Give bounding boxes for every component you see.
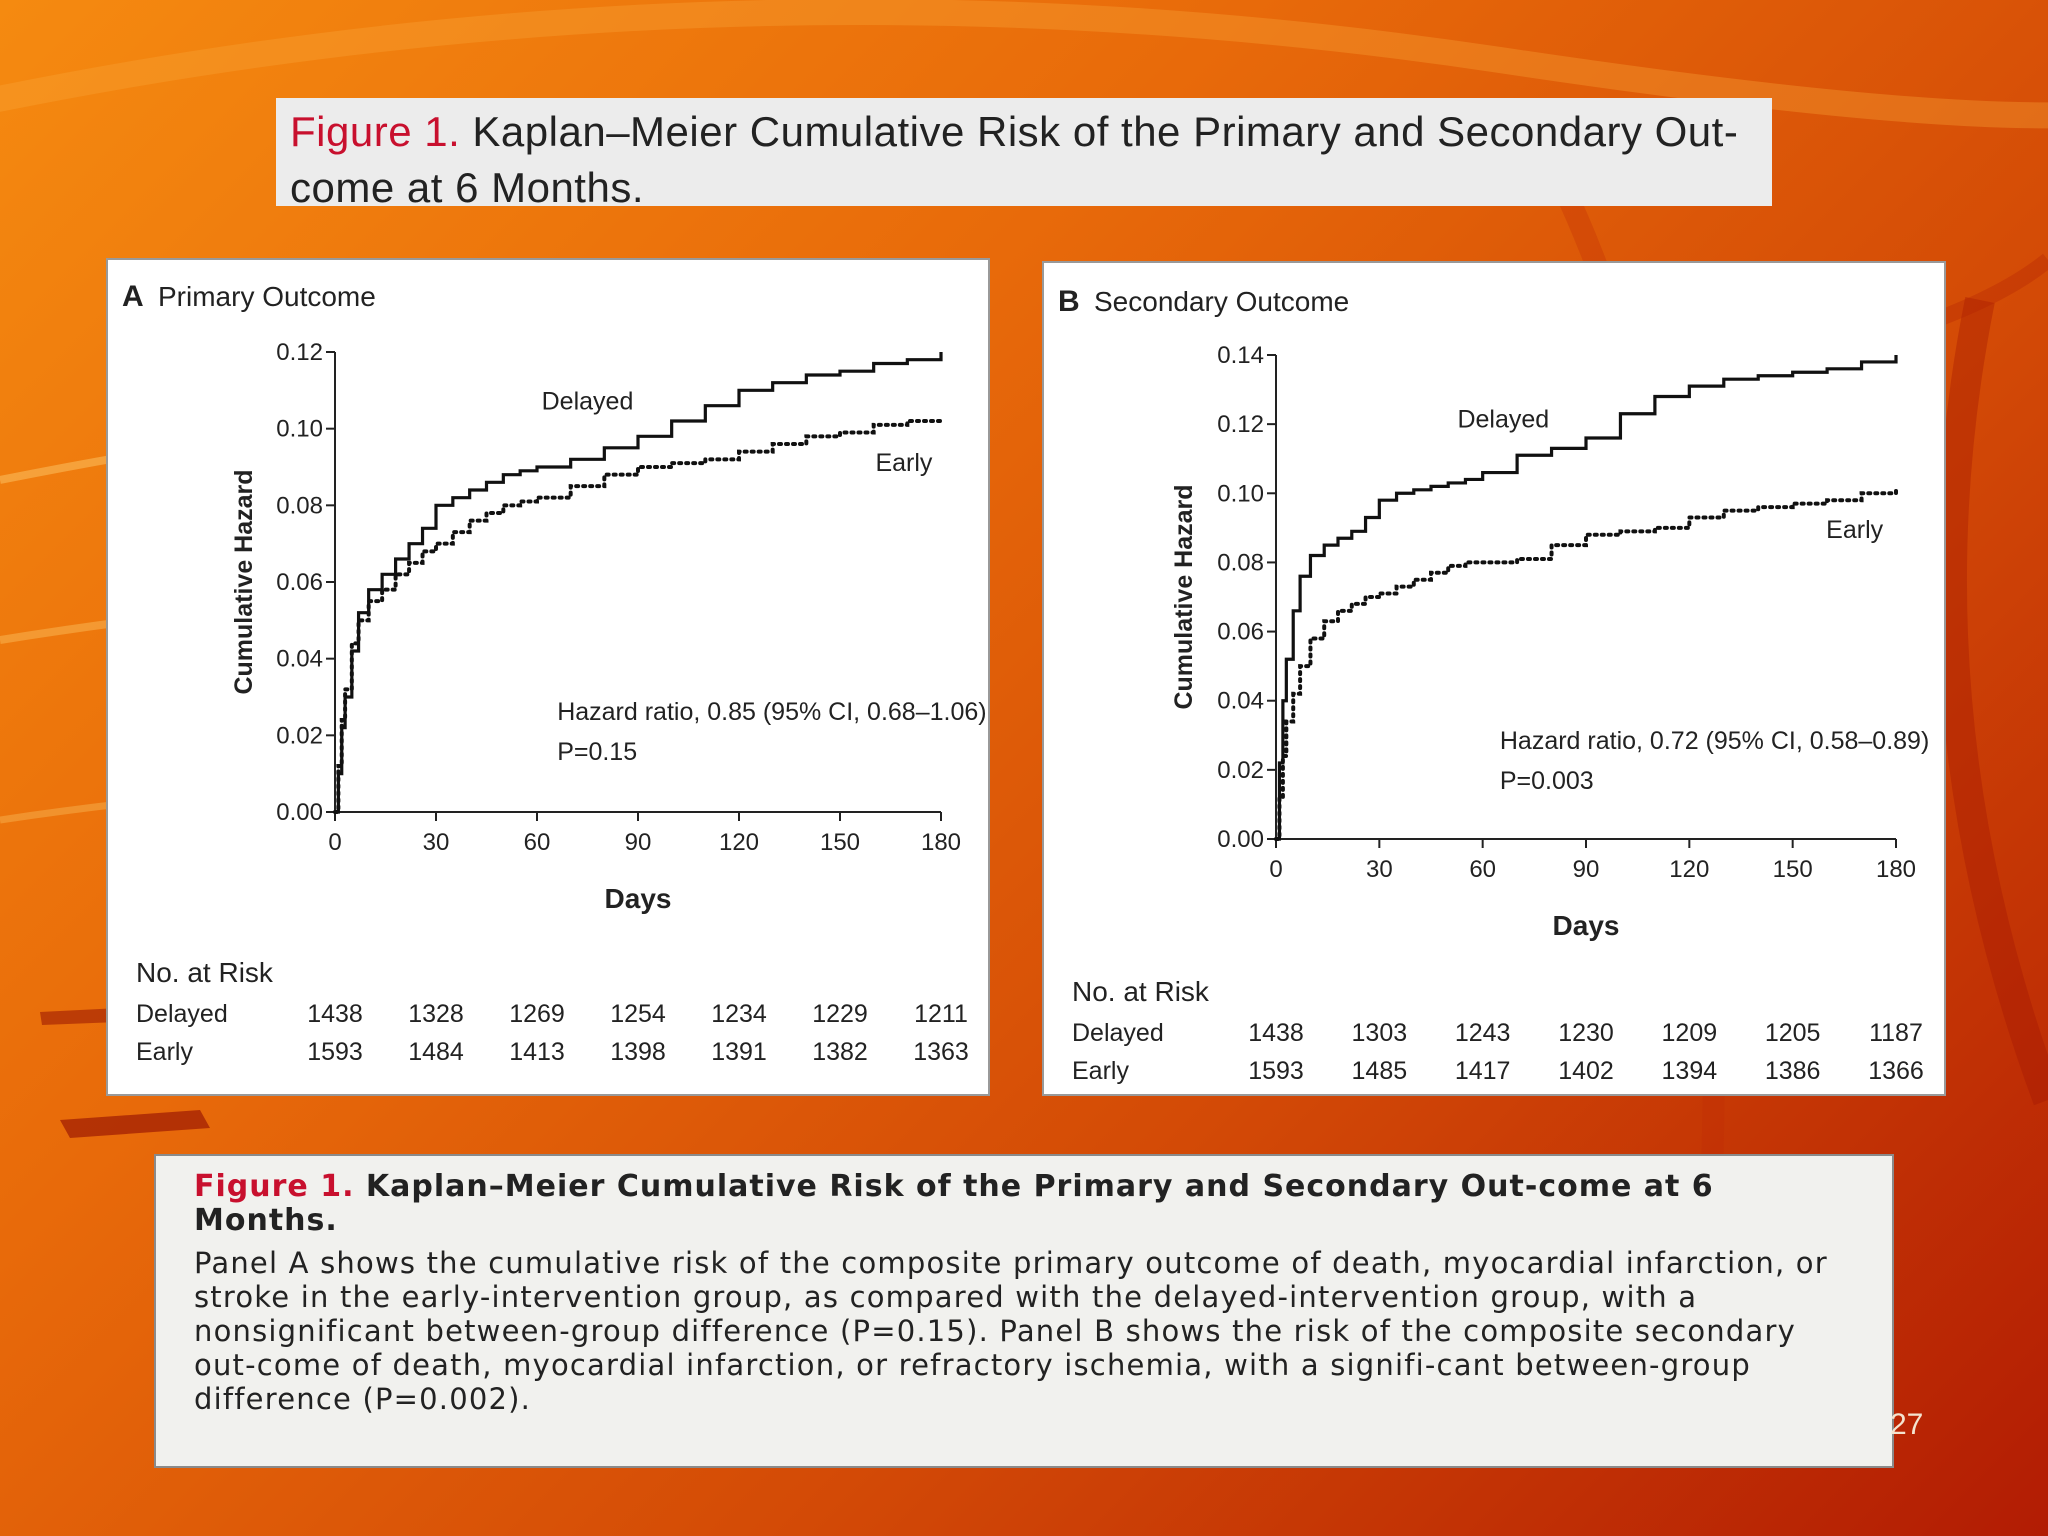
x-tick-label: 150 <box>820 829 860 856</box>
risk-cell: 1303 <box>1352 1019 1408 1047</box>
x-tick-label: 30 <box>423 829 450 856</box>
y-tick-label: 0.08 <box>276 492 323 519</box>
panel-letter: B <box>1058 285 1080 318</box>
panel-title: Secondary Outcome <box>1094 286 1349 317</box>
series-label-early: Early <box>875 449 932 477</box>
figure-caption: Figure 1. Kaplan–Meier Cumulative Risk o… <box>154 1154 1894 1468</box>
risk-cell: 1211 <box>914 1000 968 1028</box>
y-tick-label: 0.02 <box>1217 757 1264 784</box>
y-tick-label: 0.10 <box>1217 480 1264 507</box>
caption-title-text: Kaplan–Meier Cumulative Risk of the Prim… <box>194 1169 1714 1238</box>
caption-title-prefix: Figure 1. <box>194 1169 355 1204</box>
chart-a-svg: A Primary Outcome 0.00 0.02 0.04 0.06 0.08 0.10… <box>122 280 987 1066</box>
x-tick-label: 30 <box>1366 856 1393 883</box>
risk-cell: 1394 <box>1662 1057 1718 1085</box>
risk-cell: 1205 <box>1765 1019 1821 1047</box>
risk-cell: 1229 <box>812 1000 868 1028</box>
risk-cell: 1209 <box>1662 1019 1718 1047</box>
caption-title: Figure 1. Kaplan–Meier Cumulative Risk o… <box>194 1170 1854 1238</box>
risk-cell: 1269 <box>509 1000 565 1028</box>
x-tick-label: 90 <box>625 829 652 856</box>
slide-title: Figure 1. Kaplan–Meier Cumulative Risk o… <box>276 98 1772 211</box>
y-tick-label: 0.10 <box>276 416 323 443</box>
caption-body: Panel A shows the cumulative risk of the… <box>194 1246 1828 1416</box>
x-tick-label: 180 <box>1876 856 1916 883</box>
risk-row-label: Early <box>1072 1057 1129 1085</box>
risk-cell: 1438 <box>307 1000 363 1028</box>
slide-title-prefix: Figure 1. <box>290 108 461 155</box>
y-tick-label: 0.04 <box>276 646 323 673</box>
risk-cell: 1402 <box>1558 1057 1614 1085</box>
risk-cell: 1413 <box>509 1038 565 1066</box>
p-value-annotation: P=0.003 <box>1500 767 1594 795</box>
risk-cell: 1254 <box>610 1000 666 1028</box>
series-line-early <box>1274 487 1898 841</box>
x-tick-label: 180 <box>921 829 961 856</box>
hazard-ratio-annotation: Hazard ratio, 0.85 (95% CI, 0.68–1.06) <box>557 698 986 726</box>
risk-cell: 1417 <box>1455 1057 1511 1085</box>
y-tick-label: 0.02 <box>276 722 323 749</box>
risk-cell: 1593 <box>307 1038 363 1066</box>
risk-cell: 1328 <box>408 1000 464 1028</box>
x-tick-label: 60 <box>524 829 551 856</box>
risk-cell: 1382 <box>812 1038 868 1066</box>
risk-cell: 1187 <box>1869 1019 1923 1047</box>
series-label-delayed: Delayed <box>542 388 634 416</box>
risk-cell: 1593 <box>1248 1057 1304 1085</box>
x-tick-label: 150 <box>1773 856 1813 883</box>
y-tick-label: 0.06 <box>1217 619 1264 646</box>
y-tick-label: 0.04 <box>1217 688 1264 715</box>
y-tick-label: 0.12 <box>276 339 323 366</box>
series-line-delayed <box>1276 355 1898 841</box>
risk-cell: 1230 <box>1558 1019 1614 1047</box>
risk-cell: 1484 <box>408 1038 464 1066</box>
x-axis-title: Days <box>605 883 672 914</box>
y-axis-title: Cumulative Hazard <box>230 469 258 694</box>
risk-cell: 1398 <box>610 1038 666 1066</box>
chart-b-svg: B Secondary Outcome 0.00 0.02 0.04 0.06 0.08 0.… <box>1058 285 1929 1085</box>
chart-panel-a: A Primary Outcome 0.00 0.02 0.04 0.06 0.08 0.10… <box>106 258 990 1096</box>
risk-cell: 1485 <box>1352 1057 1408 1085</box>
risk-cell: 1438 <box>1248 1019 1304 1047</box>
panel-letter: A <box>122 280 144 313</box>
p-value-annotation: P=0.15 <box>557 738 637 766</box>
slide-title-text: Kaplan–Meier Cumulative Risk of the Prim… <box>290 108 1739 211</box>
panel-title: Primary Outcome <box>158 281 376 312</box>
y-tick-label: 0.00 <box>1217 826 1264 853</box>
series-label-early: Early <box>1826 516 1883 544</box>
risk-table-header: No. at Risk <box>136 957 274 988</box>
y-tick-label: 0.08 <box>1217 549 1264 576</box>
y-tick-label: 0.06 <box>276 569 323 596</box>
risk-cell: 1366 <box>1868 1057 1924 1085</box>
risk-cell: 1234 <box>711 1000 767 1028</box>
series-label-delayed: Delayed <box>1457 406 1549 434</box>
risk-row-label: Delayed <box>136 1000 228 1028</box>
x-axis-title: Days <box>1553 910 1620 941</box>
x-tick-label: 0 <box>328 829 341 856</box>
risk-row-label: Delayed <box>1072 1019 1164 1047</box>
y-axis-title: Cumulative Hazard <box>1170 484 1198 709</box>
risk-table-header: No. at Risk <box>1072 976 1210 1007</box>
page-number: 27 <box>1890 1408 1924 1441</box>
x-tick-label: 60 <box>1469 856 1496 883</box>
risk-cell: 1386 <box>1765 1057 1821 1085</box>
x-tick-label: 120 <box>1669 856 1709 883</box>
y-tick-label: 0.14 <box>1217 342 1264 369</box>
x-tick-label: 90 <box>1573 856 1600 883</box>
chart-panel-b: B Secondary Outcome 0.00 0.02 0.04 0.06 0.08 0.… <box>1042 261 1946 1096</box>
risk-cell: 1363 <box>913 1038 969 1066</box>
series-line-early <box>333 419 943 814</box>
hazard-ratio-annotation: Hazard ratio, 0.72 (95% CI, 0.58–0.89) <box>1500 727 1929 755</box>
x-tick-label: 0 <box>1269 856 1282 883</box>
y-tick-label: 0.12 <box>1217 411 1264 438</box>
x-tick-label: 120 <box>719 829 759 856</box>
series-line-delayed <box>335 352 943 814</box>
risk-cell: 1243 <box>1455 1019 1511 1047</box>
y-tick-label: 0.00 <box>276 799 323 826</box>
risk-cell: 1391 <box>711 1038 767 1066</box>
risk-row-label: Early <box>136 1038 193 1066</box>
